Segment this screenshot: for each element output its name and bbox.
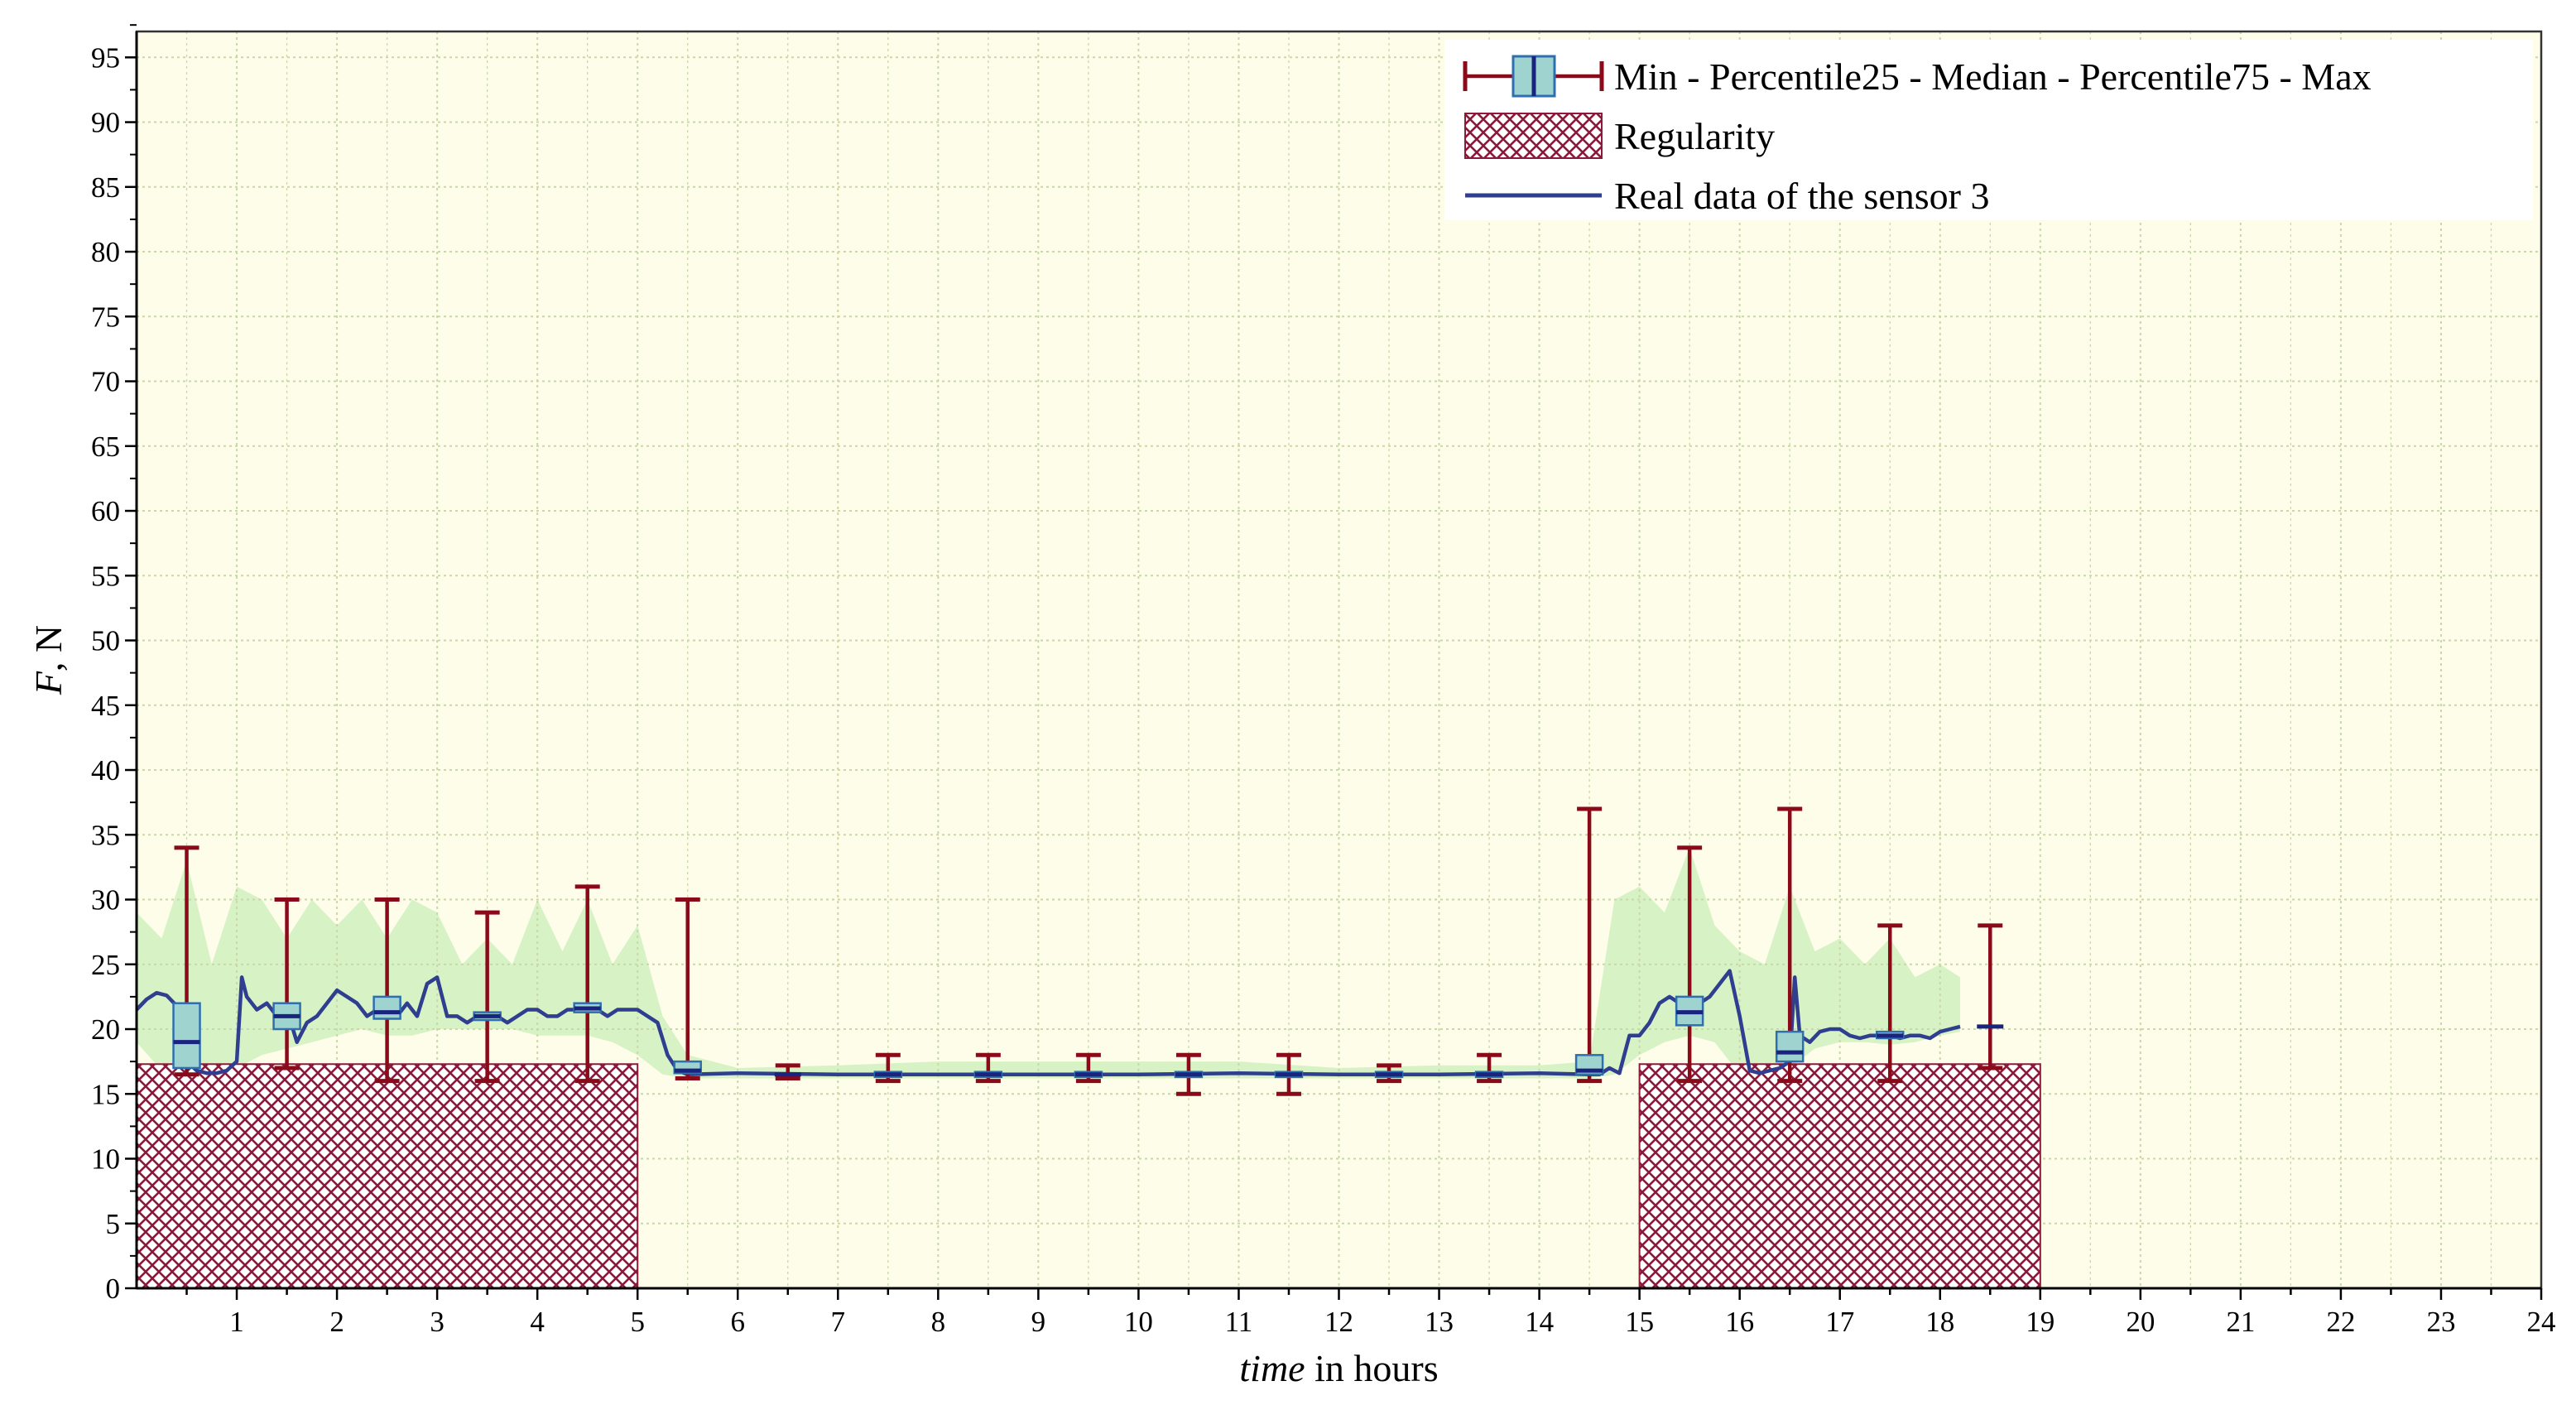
x-tick-label: 16 bbox=[1725, 1306, 1754, 1338]
box-iqr bbox=[172, 1002, 201, 1070]
boxplot bbox=[673, 897, 702, 1080]
x-tick-label: 21 bbox=[2226, 1306, 2255, 1338]
boxplot bbox=[1274, 1052, 1304, 1096]
x-tick-label: 13 bbox=[1425, 1306, 1454, 1338]
y-tick-label: 60 bbox=[91, 495, 120, 527]
range-area-layer bbox=[137, 847, 1960, 1079]
boxplot bbox=[272, 897, 301, 1071]
legend: Min - Percentile25 - Median - Percentile… bbox=[1444, 40, 2533, 220]
sensor-line bbox=[135, 969, 1961, 1077]
y-axis-title-rest: , N bbox=[27, 625, 70, 671]
y-tick-label: 90 bbox=[91, 107, 120, 139]
y-tick-label: 15 bbox=[91, 1078, 120, 1110]
x-tick-label: 1 bbox=[229, 1306, 244, 1338]
x-tick-label: 19 bbox=[2026, 1306, 2055, 1338]
boxplot bbox=[372, 897, 401, 1084]
boxplot bbox=[1474, 1052, 1504, 1084]
x-tick-label: 2 bbox=[329, 1306, 344, 1338]
y-tick-label: 30 bbox=[91, 884, 120, 917]
boxplot bbox=[1977, 923, 2004, 1071]
range-area bbox=[137, 847, 1960, 1079]
y-axis-title: F, N bbox=[27, 625, 70, 695]
box-iqr bbox=[1775, 1030, 1805, 1063]
y-tick-label: 25 bbox=[91, 949, 120, 981]
regularity-area bbox=[136, 1063, 639, 1289]
y-tick-label: 5 bbox=[106, 1208, 121, 1240]
regularity-area bbox=[1638, 1063, 2041, 1289]
x-tick-label: 17 bbox=[1825, 1306, 1854, 1338]
x-axis-title: time in hours bbox=[1239, 1347, 1438, 1389]
legend-regularity-swatch bbox=[1464, 113, 1603, 159]
legend-box-symbol bbox=[1463, 55, 1604, 98]
boxplot bbox=[473, 910, 502, 1084]
y-tick-label: 65 bbox=[91, 431, 120, 463]
x-tick-label: 11 bbox=[1225, 1306, 1253, 1338]
x-tick-label: 3 bbox=[430, 1306, 445, 1338]
boxplot bbox=[973, 1052, 1003, 1084]
y-tick-label: 70 bbox=[91, 366, 120, 398]
y-tick-label: 10 bbox=[91, 1143, 120, 1176]
y-tick-label: 0 bbox=[106, 1273, 121, 1305]
x-tick-label: 8 bbox=[931, 1306, 946, 1338]
boxplot bbox=[1875, 923, 1905, 1084]
x-tick-label: 5 bbox=[630, 1306, 645, 1338]
x-tick-label: 18 bbox=[1925, 1306, 1954, 1338]
grid bbox=[137, 31, 2541, 1288]
boxplot bbox=[573, 884, 602, 1084]
boxplot bbox=[774, 1063, 801, 1080]
regularity-layer bbox=[136, 1063, 2041, 1289]
x-axis-title-italic: time bbox=[1239, 1347, 1305, 1389]
x-tick-label: 7 bbox=[831, 1306, 846, 1338]
x-tick-label: 24 bbox=[2527, 1306, 2556, 1338]
boxplot bbox=[1775, 806, 1805, 1084]
y-tick-label: 40 bbox=[91, 754, 120, 787]
y-tick-label: 95 bbox=[91, 41, 120, 74]
boxplot bbox=[1174, 1052, 1204, 1096]
y-tick-label: 75 bbox=[91, 301, 120, 333]
legend-label-sensor: Real data of the sensor 3 bbox=[1614, 175, 1989, 217]
y-tick-label: 45 bbox=[91, 690, 120, 722]
box-iqr bbox=[372, 995, 401, 1020]
boxplot bbox=[1374, 1063, 1404, 1084]
x-tick-label: 23 bbox=[2426, 1306, 2455, 1338]
legend-background bbox=[1444, 40, 2533, 220]
x-tick-label: 14 bbox=[1525, 1306, 1554, 1338]
y-tick-label: 20 bbox=[91, 1013, 120, 1046]
y-tick-label: 85 bbox=[91, 171, 120, 204]
boxplot bbox=[172, 845, 201, 1077]
legend-label-box: Min - Percentile25 - Median - Percentile… bbox=[1614, 55, 2372, 98]
legend-regularity-symbol bbox=[1464, 113, 1603, 159]
x-tick-label: 20 bbox=[2126, 1306, 2155, 1338]
x-tick-label: 22 bbox=[2326, 1306, 2355, 1338]
boxplot-layer bbox=[172, 806, 2004, 1096]
axes: 1 2 3 4 5 6 7 8 9 10 11 12 13 14 15 16 17 18 19 20 21 22 23 240… bbox=[91, 24, 2556, 1338]
y-tick-label: 50 bbox=[91, 625, 120, 657]
boxplot bbox=[1074, 1052, 1103, 1084]
x-tick-label: 9 bbox=[1031, 1306, 1046, 1338]
y-tick-label: 80 bbox=[91, 236, 120, 268]
x-tick-label: 15 bbox=[1625, 1306, 1654, 1338]
x-tick-label: 12 bbox=[1324, 1306, 1353, 1338]
x-tick-label: 4 bbox=[530, 1306, 545, 1338]
legend-label-regularity: Regularity bbox=[1614, 115, 1775, 157]
x-axis-title-rest: in hours bbox=[1305, 1347, 1439, 1389]
boxplot bbox=[873, 1052, 903, 1084]
y-axis-title-italic: F bbox=[27, 671, 70, 695]
x-tick-label: 10 bbox=[1124, 1306, 1153, 1338]
x-tick-label: 6 bbox=[731, 1306, 746, 1338]
y-tick-label: 55 bbox=[91, 560, 120, 592]
boxplot bbox=[1675, 845, 1704, 1084]
boxplot bbox=[1574, 806, 1604, 1084]
y-tick-label: 35 bbox=[91, 819, 120, 851]
sensor-line-layer bbox=[135, 969, 1961, 1077]
